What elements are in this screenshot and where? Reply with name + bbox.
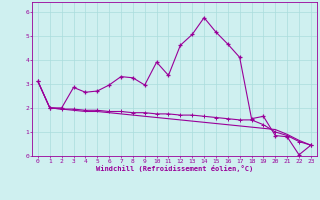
X-axis label: Windchill (Refroidissement éolien,°C): Windchill (Refroidissement éolien,°C) (96, 165, 253, 172)
